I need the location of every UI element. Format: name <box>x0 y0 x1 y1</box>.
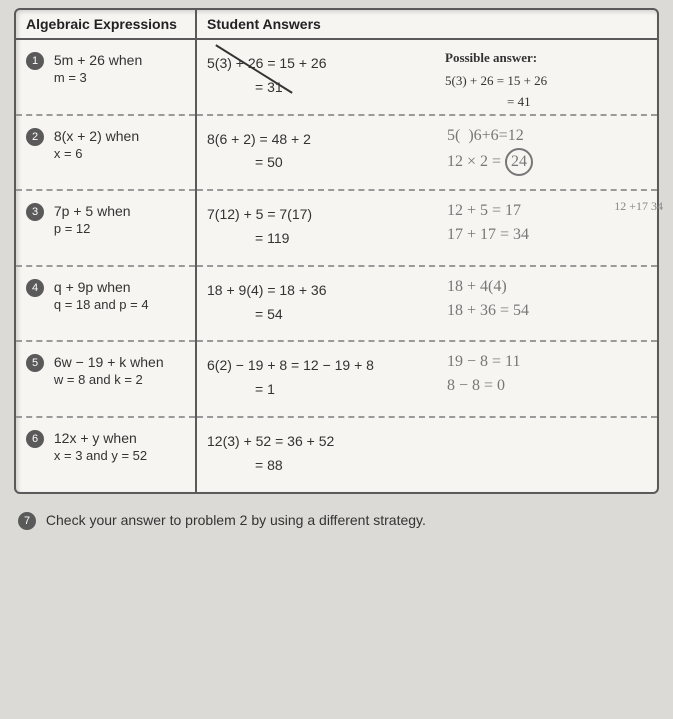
given-value: q = 18 and p = 4 <box>54 297 149 312</box>
expression-text: 7p + 5 when <box>54 203 131 219</box>
given-value: p = 12 <box>54 221 131 236</box>
handwriting: 5( )6+6=12 12 × 2 = 24 <box>447 124 647 176</box>
student-work-line: 12(3) + 52 = 36 + 52 <box>207 430 647 454</box>
worksheet-table: Algebraic Expressions Student Answers 1 … <box>14 8 659 494</box>
expression-text: 6w − 19 + k when <box>54 354 164 370</box>
table: Algebraic Expressions Student Answers 1 … <box>16 10 657 492</box>
possible-answer-line: 5(3) + 26 = 15 + 26 <box>445 71 645 92</box>
possible-answer-header: Possible answer: <box>445 48 645 69</box>
circled-answer: 24 <box>505 148 533 176</box>
given-value: w = 8 and k = 2 <box>54 372 164 387</box>
footer-text: Check your answer to problem 2 by using … <box>46 512 426 528</box>
expression-text: 8(x + 2) when <box>54 128 139 144</box>
cell-expression: 1 5m + 26 when m = 3 <box>16 39 196 115</box>
problem-number-badge: 5 <box>26 354 44 372</box>
given-value: x = 3 and y = 52 <box>54 448 147 463</box>
cell-answer: 6(2) − 19 + 8 = 12 − 19 + 8 = 1 19 − 8 =… <box>196 341 657 417</box>
table-row: 6 12x + y when x = 3 and y = 52 12(3) + … <box>16 417 657 492</box>
table-row: 1 5m + 26 when m = 3 5(3) + 26 = 15 + 26… <box>16 39 657 115</box>
table-row: 2 8(x + 2) when x = 6 8(6 + 2) = 48 + 2 … <box>16 115 657 191</box>
expression-text: 12x + y when <box>54 430 147 446</box>
expression-text: 5m + 26 when <box>54 52 142 68</box>
cell-answer: 7(12) + 5 = 7(17) = 119 12 + 5 = 17 17 +… <box>196 190 657 266</box>
cell-expression: 4 q + 9p when q = 18 and p = 4 <box>16 266 196 342</box>
problem-number-badge: 3 <box>26 203 44 221</box>
problem-number-badge: 7 <box>18 512 36 530</box>
cell-answer: 12(3) + 52 = 36 + 52 = 88 <box>196 417 657 492</box>
possible-answer-line: = 41 <box>507 92 645 113</box>
expression-text: q + 9p when <box>54 279 149 295</box>
problem-number-badge: 1 <box>26 52 44 70</box>
table-row: 4 q + 9p when q = 18 and p = 4 18 + 9(4)… <box>16 266 657 342</box>
handwriting: 19 − 8 = 11 8 − 8 = 0 <box>447 350 647 398</box>
cell-answer: 8(6 + 2) = 48 + 2 = 50 5( )6+6=12 12 × 2… <box>196 115 657 191</box>
footer-question: 7 Check your answer to problem 2 by usin… <box>14 512 659 530</box>
table-row: 3 7p + 5 when p = 12 7(12) + 5 = 7(17) =… <box>16 190 657 266</box>
given-value: x = 6 <box>54 146 139 161</box>
student-work-line: = 88 <box>255 454 647 478</box>
header-expressions: Algebraic Expressions <box>16 10 196 39</box>
cell-expression: 2 8(x + 2) when x = 6 <box>16 115 196 191</box>
problem-number-badge: 4 <box>26 279 44 297</box>
cell-expression: 3 7p + 5 when p = 12 <box>16 190 196 266</box>
header-answers: Student Answers <box>196 10 657 39</box>
cell-expression: 6 12x + y when x = 3 and y = 52 <box>16 417 196 492</box>
cell-answer: 5(3) + 26 = 15 + 26 = 31 Possible answer… <box>196 39 657 115</box>
given-value: m = 3 <box>54 70 142 85</box>
problem-number-badge: 2 <box>26 128 44 146</box>
cell-expression: 5 6w − 19 + k when w = 8 and k = 2 <box>16 341 196 417</box>
table-row: 5 6w − 19 + k when w = 8 and k = 2 6(2) … <box>16 341 657 417</box>
handwriting: 18 + 4(4) 18 + 36 = 54 <box>447 275 647 323</box>
problem-number-badge: 6 <box>26 430 44 448</box>
handwriting-margin: 12 +17 34 <box>614 199 663 213</box>
possible-answer: Possible answer: 5(3) + 26 = 15 + 26 = 4… <box>445 48 645 112</box>
cell-answer: 18 + 9(4) = 18 + 36 = 54 18 + 4(4) 18 + … <box>196 266 657 342</box>
